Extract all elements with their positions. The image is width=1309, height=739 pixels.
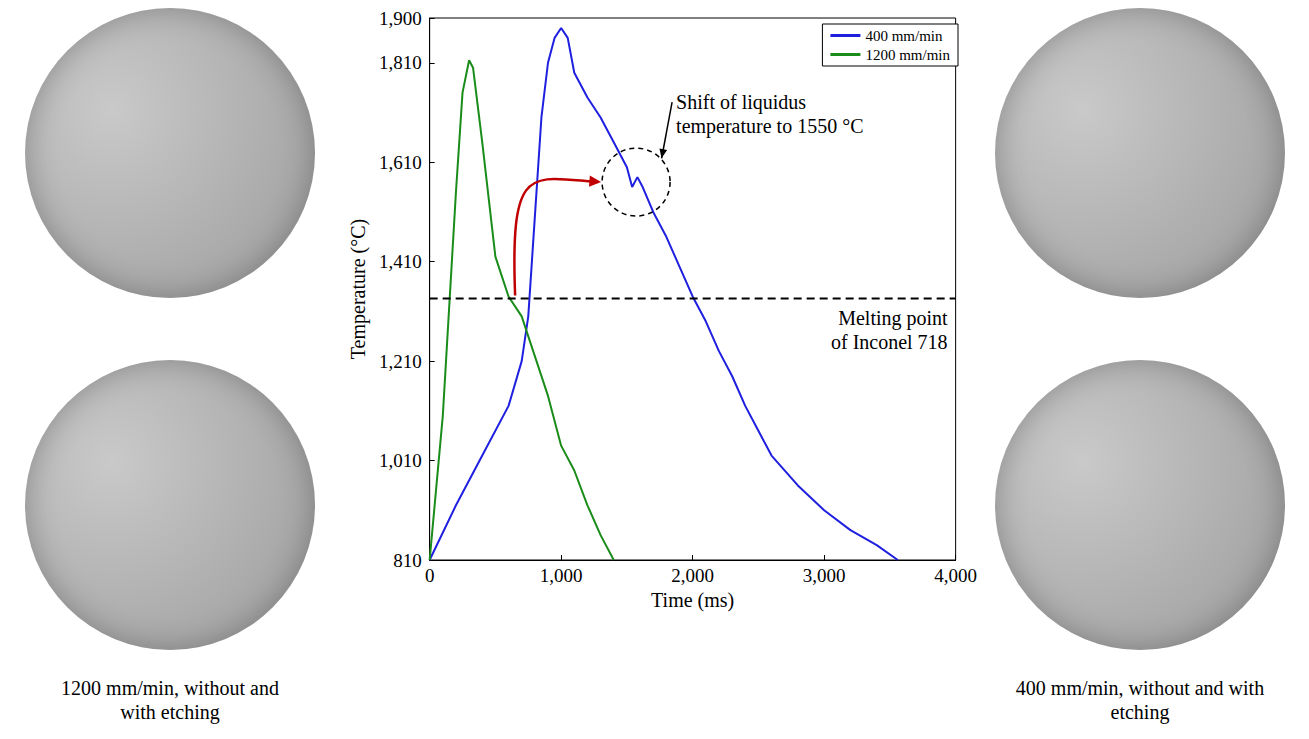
svg-text:1,410: 1,410 (379, 251, 422, 272)
svg-text:1,810: 1,810 (379, 52, 422, 73)
svg-text:3,000: 3,000 (803, 565, 846, 586)
html-text:400 mm/min, without and with e: 400 mm/min, without and with etching (1015, 677, 1265, 723)
svg-text:2,000: 2,000 (671, 565, 714, 586)
svg-text:400 mm/min: 400 mm/min (865, 28, 943, 44)
svg-text:Melting point: Melting point (838, 307, 948, 330)
svg-text:810: 810 (393, 550, 422, 571)
svg-text:temperature to 1550 °C: temperature to 1550 °C (676, 115, 863, 138)
svg-text:4,000: 4,000 (934, 565, 977, 586)
svg-text:1200 mm/min: 1200 mm/min (865, 47, 950, 63)
svg-text:0: 0 (425, 565, 435, 586)
svg-text:1,010: 1,010 (379, 450, 422, 471)
svg-text:Temperature (°C): Temperature (°C) (347, 219, 370, 359)
svg-text:1,210: 1,210 (379, 351, 422, 372)
svg-text:1,000: 1,000 (540, 565, 583, 586)
svg-text:Shift of liquidus: Shift of liquidus (676, 91, 806, 114)
svg-text:Time (ms): Time (ms) (651, 589, 734, 612)
svg-text:1,610: 1,610 (379, 152, 422, 173)
html-text:1200 mm/min, without and with: 1200 mm/min, without and with etching (61, 677, 279, 723)
svg-text:of Inconel 718: of Inconel 718 (831, 331, 948, 353)
svg-text:1,900: 1,900 (379, 8, 422, 29)
